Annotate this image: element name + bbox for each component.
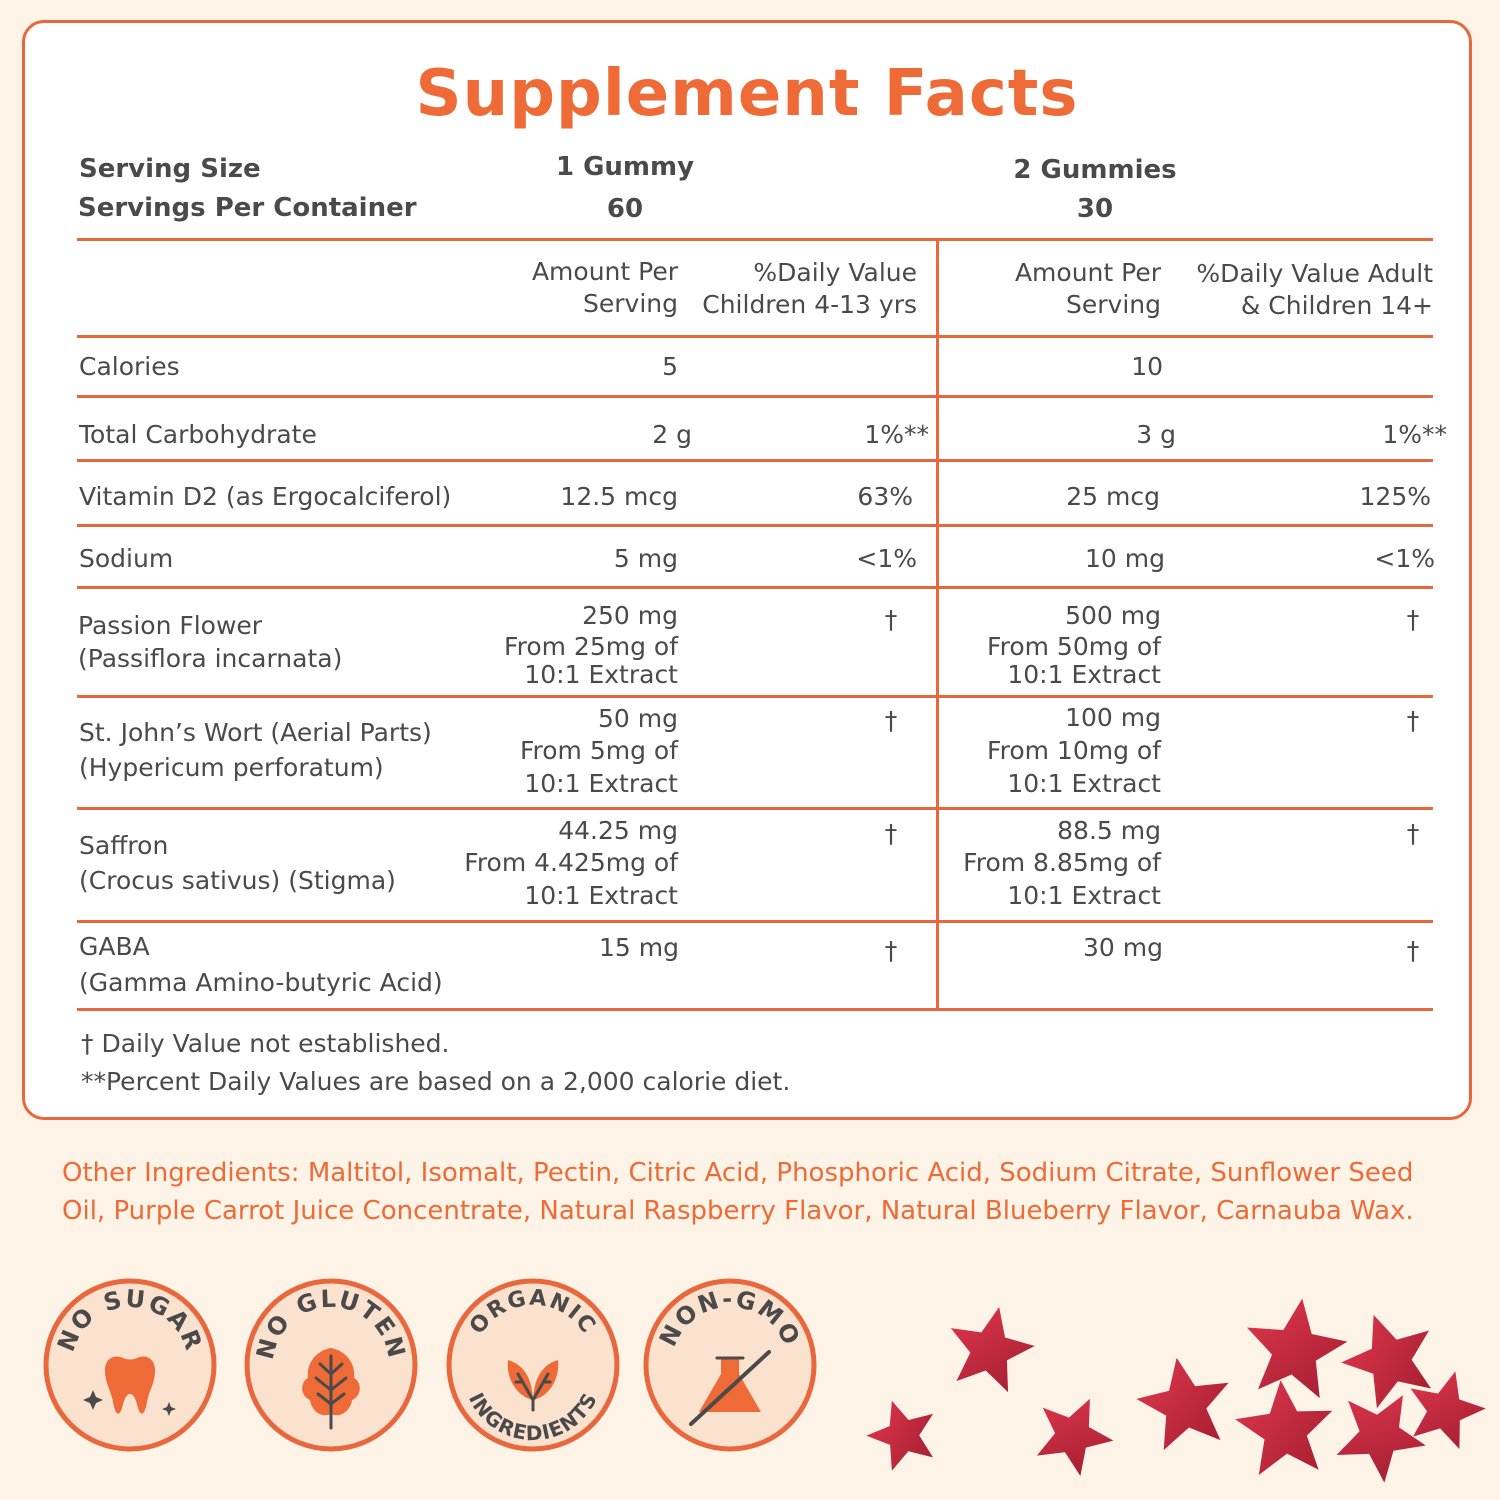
divider: [77, 920, 1433, 923]
row-passion-flower-adult-extract: 10:1 Extract: [1007, 660, 1161, 689]
divider: [77, 524, 1433, 527]
gummy-star: [1232, 1375, 1338, 1477]
row-calories-adult-amount: 10: [1131, 352, 1163, 381]
row-st-johns-wort-child-from: From 5mg of: [519, 736, 678, 765]
divider: [77, 1008, 1433, 1011]
row-carbohydrate-adult-amount: 3 g: [1136, 420, 1176, 449]
tooth-icon: [83, 1356, 176, 1416]
row-carbohydrate-child-dv: 1%**: [864, 420, 929, 449]
supplement-facts-panel: Supplement Facts Serving Size Servings P…: [22, 20, 1472, 1120]
column-divider: [936, 241, 939, 1011]
row-saffron-child-amount: 44.25 mg: [558, 816, 678, 845]
row-passion-flower-child-dv: †: [884, 605, 898, 634]
child-amount-header-1: Amount Per: [531, 257, 678, 286]
row-passion-flower-name: Passion Flower: [78, 611, 263, 640]
row-st-johns-wort-child-dv: †: [884, 706, 898, 735]
gummy-star: [1130, 1349, 1239, 1454]
no-gluten-badge: NO GLUTEN: [244, 1278, 418, 1452]
non-gmo-badge: NON-GMO: [643, 1278, 817, 1452]
row-st-johns-wort-child-extract: 10:1 Extract: [524, 769, 678, 798]
child-dv-header-2: Children 4-13 yrs: [702, 290, 917, 319]
crossed-flask-icon: [689, 1350, 771, 1426]
row-saffron-adult-dv: †: [1406, 819, 1420, 848]
row-passion-flower-child-extract: 10:1 Extract: [524, 660, 678, 689]
row-saffron-child-extract: 10:1 Extract: [524, 881, 678, 910]
row-carbohydrate-adult-dv: 1%**: [1382, 420, 1447, 449]
divider: [77, 335, 1433, 338]
row-st-johns-wort-adult-amount: 100 mg: [1065, 703, 1161, 732]
page-title: Supplement Facts: [415, 57, 1079, 131]
row-vitamin-d2-child-amount: 12.5 mcg: [560, 482, 678, 511]
sprout-icon: [507, 1360, 559, 1412]
row-saffron-adult-extract: 10:1 Extract: [1007, 881, 1161, 910]
row-passion-flower-child-amount: 250 mg: [582, 601, 678, 630]
row-sodium-adult-dv: <1%: [1374, 544, 1435, 573]
row-passion-flower-adult-dv: †: [1406, 605, 1420, 634]
row-sodium-child-amount: 5 mg: [613, 544, 678, 573]
row-calories-child-amount: 5: [662, 352, 678, 381]
row-gaba-name: GABA: [79, 932, 150, 961]
row-st-johns-wort-latin: (Hypericum perforatum): [79, 753, 384, 782]
row-saffron-child-dv: †: [884, 819, 898, 848]
adult-servings-per-container: 30: [1076, 194, 1114, 224]
row-vitamin-d2-adult-dv: 125%: [1359, 482, 1431, 511]
footnote-dagger: † Daily Value not established.: [81, 1029, 450, 1058]
divider: [77, 695, 1433, 698]
divider: [77, 459, 1433, 462]
gummy-star: [1023, 1382, 1126, 1483]
row-gaba-adult-dv: †: [1406, 936, 1420, 965]
row-passion-flower-adult-amount: 500 mg: [1065, 601, 1161, 630]
adult-dv-header-1: %Daily Value Adult: [1196, 259, 1433, 288]
row-passion-flower-child-from: From 25mg of: [504, 632, 678, 661]
other-ingredients: Other Ingredients: Maltitol, Isomalt, Pe…: [62, 1158, 1414, 1226]
row-gaba-child-amount: 15 mg: [599, 933, 679, 962]
row-st-johns-wort-child-amount: 50 mg: [598, 704, 678, 733]
child-amount-header-2: Serving: [583, 289, 678, 318]
adult-dv-header-2: & Children 14+: [1240, 291, 1433, 320]
no-sugar-badge: NO SUGAR: [43, 1278, 217, 1452]
row-st-johns-wort-name: St. John’s Wort (Aerial Parts): [79, 718, 432, 747]
gummy-star: [858, 1389, 946, 1475]
row-calories-name: Calories: [79, 352, 180, 381]
row-vitamin-d2-child-dv: 63%: [857, 482, 913, 511]
gummy-candies-image: [858, 1291, 1494, 1490]
row-st-johns-wort-adult-dv: †: [1406, 706, 1420, 735]
row-gaba-full-name: (Gamma Amino-butyric Acid): [79, 968, 443, 997]
child-dv-header-1: %Daily Value: [753, 258, 917, 287]
child-servings-per-container: 60: [606, 194, 644, 224]
row-saffron-child-from: From 4.425mg of: [464, 848, 678, 877]
row-st-johns-wort-adult-extract: 10:1 Extract: [1007, 769, 1161, 798]
gummy-star: [940, 1298, 1042, 1396]
servings-per-container-label: Servings Per Container: [78, 193, 417, 223]
child-serving-size: 1 Gummy: [555, 152, 695, 182]
row-carbohydrate-name: Total Carbohydrate: [79, 420, 317, 449]
row-sodium-name: Sodium: [79, 544, 174, 573]
row-gaba-child-dv: †: [884, 936, 898, 965]
row-st-johns-wort-adult-from: From 10mg of: [987, 736, 1161, 765]
row-carbohydrate-child-amount: 2 g: [652, 420, 692, 449]
row-saffron-name: Saffron: [79, 831, 169, 860]
row-sodium-child-dv: <1%: [856, 544, 917, 573]
adult-amount-header-2: Serving: [1066, 290, 1161, 319]
row-saffron-adult-amount: 88.5 mg: [1057, 816, 1161, 845]
adult-serving-size: 2 Gummies: [1013, 155, 1177, 185]
adult-amount-header-1: Amount Per: [1014, 258, 1161, 287]
divider: [77, 395, 1433, 398]
leaf-icon: [302, 1348, 360, 1430]
serving-size-label: Serving Size: [79, 154, 261, 184]
row-vitamin-d2-adult-amount: 25 mcg: [1066, 482, 1160, 511]
divider: [77, 238, 1433, 241]
footnote-percent: **Percent Daily Values are based on a 2,…: [81, 1067, 791, 1096]
row-gaba-adult-amount: 30 mg: [1083, 933, 1163, 962]
divider: [77, 586, 1433, 589]
row-saffron-adult-from: From 8.85mg of: [963, 848, 1161, 877]
row-vitamin-d2-name: Vitamin D2 (as Ergocalciferol): [79, 482, 452, 511]
organic-ingredients-badge: ORGANIC INGREDIENTS: [446, 1278, 620, 1452]
divider: [77, 807, 1433, 810]
row-saffron-latin: (Crocus sativus) (Stigma): [79, 866, 396, 895]
row-sodium-adult-amount: 10 mg: [1085, 544, 1165, 573]
row-passion-flower-latin: (Passiflora incarnata): [78, 644, 343, 673]
gummy-star: [1238, 1291, 1353, 1401]
row-passion-flower-adult-from: From 50mg of: [987, 632, 1161, 661]
